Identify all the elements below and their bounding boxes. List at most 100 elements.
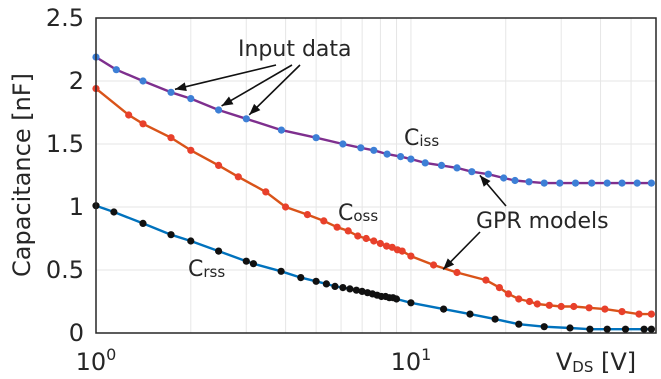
data-point-coss [234, 173, 242, 181]
gpr-models-annotation: GPR models [476, 209, 609, 234]
data-point-coss [504, 290, 512, 298]
data-point-ciss [437, 161, 446, 169]
data-point-coss [430, 261, 438, 269]
data-point-coss [570, 302, 578, 311]
data-point-ciss [357, 144, 365, 152]
data-point-crss [647, 325, 656, 333]
y-tick-label: 1 [69, 193, 84, 221]
data-point-coss [515, 295, 523, 303]
data-point-crss [440, 305, 448, 313]
data-point-ciss [167, 88, 175, 96]
data-point-ciss [339, 140, 347, 148]
data-point-ciss [277, 126, 285, 134]
data-point-crss [586, 325, 594, 333]
data-point-ciss [215, 106, 223, 114]
plot-area [96, 18, 656, 333]
data-point-coss [320, 217, 328, 225]
data-point-ciss [397, 153, 405, 161]
input-data-annotation: Input data [238, 37, 352, 62]
x-tick-labels: 100 101 [76, 345, 432, 376]
data-point-coss [139, 120, 147, 128]
data-point-crss [167, 231, 175, 239]
data-point-crss [339, 284, 347, 292]
data-point-ciss [453, 164, 461, 172]
data-point-ciss [383, 150, 391, 158]
data-point-crss [515, 320, 523, 328]
grid [96, 18, 656, 333]
data-point-coss [482, 276, 490, 284]
data-point-coss [601, 305, 609, 313]
data-point-crss [491, 315, 499, 323]
data-point-coss [647, 310, 656, 318]
y-tick-labels: 0 0.5 1 1.5 2 2.5 [46, 4, 84, 347]
annotation-arrow [221, 64, 293, 107]
data-point-coss [618, 308, 626, 316]
data-point-ciss [484, 170, 492, 178]
data-point-coss [125, 111, 133, 119]
data-point-coss [557, 302, 565, 311]
data-point-coss [333, 223, 341, 231]
annotation-arrow [174, 64, 277, 92]
data-point-coss [398, 247, 406, 255]
data-point-ciss [468, 168, 476, 176]
data-point-crss [407, 299, 415, 307]
data-point-coss [635, 310, 643, 318]
data-point-coss [215, 161, 223, 169]
data-point-coss [282, 203, 290, 211]
data-point-ciss [511, 176, 519, 185]
data-point-coss [533, 300, 541, 308]
data-point-crss [640, 325, 648, 333]
data-point-crss [566, 324, 574, 332]
data-point-coss [344, 227, 352, 235]
data-point-crss [187, 237, 195, 245]
data-point-ciss [421, 159, 429, 167]
data-point-crss [358, 287, 366, 295]
data-point-ciss [588, 179, 596, 187]
data-point-coss [376, 239, 384, 248]
data-point-ciss [571, 179, 580, 187]
data-point-ciss [556, 179, 564, 187]
data-point-ciss [500, 174, 508, 182]
data-point-crss [352, 286, 360, 294]
series-label-crss: Crss [188, 257, 225, 282]
data-point-ciss [540, 179, 548, 187]
data-point-coss [407, 252, 415, 260]
annotation-arrow [248, 64, 301, 116]
y-tick-label: 2.5 [46, 4, 84, 32]
data-point-crss [249, 260, 257, 268]
annotation-arrow [479, 174, 507, 207]
y-tick-label: 0 [69, 319, 84, 347]
data-point-crss [603, 325, 611, 333]
data-point-ciss [525, 178, 533, 186]
data-point-ciss [603, 179, 611, 187]
data-point-ciss [407, 155, 415, 163]
data-point-ciss [312, 134, 320, 142]
annotation-arrows [174, 64, 507, 271]
data-point-crss [277, 267, 285, 275]
data-point-ciss [242, 115, 250, 123]
data-point-coss [187, 146, 195, 154]
data-point-ciss [187, 95, 195, 103]
data-point-coss [545, 301, 553, 309]
series-markers [92, 53, 656, 333]
data-point-crss [312, 277, 320, 285]
data-point-crss [621, 325, 630, 333]
data-point-ciss [370, 146, 378, 154]
data-point-ciss [618, 179, 626, 187]
data-point-coss [354, 232, 362, 240]
y-tick-label: 2 [69, 67, 84, 95]
data-point-coss [370, 237, 378, 245]
data-point-coss [383, 242, 391, 250]
data-point-crss [322, 280, 330, 288]
data-point-crss [466, 310, 474, 318]
data-point-crss [331, 282, 339, 290]
series-label-coss: Coss [338, 201, 378, 226]
data-point-crss [139, 219, 147, 227]
y-axis-title: Capacitance [nF] [8, 73, 36, 277]
data-point-crss [215, 247, 223, 255]
axes-box [95, 17, 657, 334]
data-point-coss [303, 211, 311, 219]
data-point-coss [453, 268, 461, 277]
data-point-ciss [633, 179, 641, 187]
